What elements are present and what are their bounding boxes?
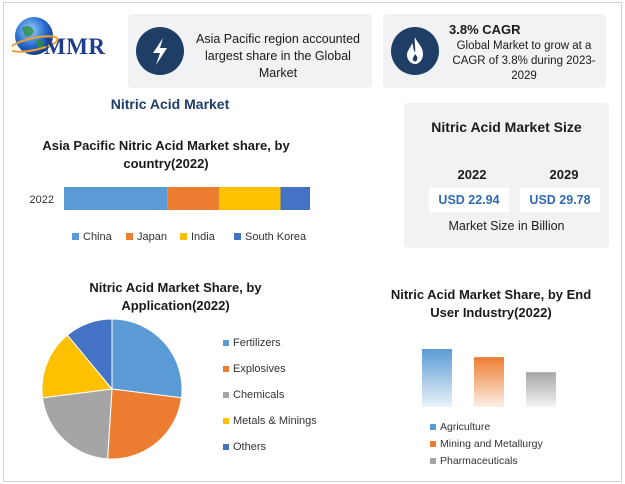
page-title: Nitric Acid Market: [110, 96, 230, 112]
market-size-title: Nitric Acid Market Size: [431, 119, 582, 135]
country-share-chart: 2022 China Japan India South Korea: [30, 187, 310, 243]
legend-swatch-india: [180, 233, 187, 240]
industry-legend-label-pharmaceuticals: Pharmaceuticals: [440, 455, 518, 467]
cagr-title: 3.8% CAGR: [449, 22, 521, 37]
pie-legend-swatch-fertilizers: [223, 340, 229, 346]
bar-segment-south-korea: [280, 187, 310, 210]
pie-slice-others: [66, 318, 113, 391]
bar-agriculture: [422, 349, 452, 407]
pie-legend-label-chemicals: Chemicals: [233, 389, 285, 401]
flame-icon: [391, 27, 439, 75]
industry-share-chart: Agriculture Mining and Metallurgy Pharmace…: [422, 349, 556, 467]
legend-swatch-south-korea: [234, 233, 241, 240]
application-share-chart: Fertilizers Explosives Chemicals Metals & M…: [41, 318, 317, 460]
industry-legend-label-mining-and-metallurgy: Mining and Metallurgy: [440, 438, 543, 450]
legend-label-india: India: [191, 231, 216, 243]
pie-slice-metals-and-minings: [41, 334, 113, 399]
year-label-2022: 2022: [457, 167, 487, 182]
legend-label-japan: Japan: [137, 231, 167, 243]
cagr-highlight-card: 3.8% CAGR Global Market to grow at a CAG…: [383, 14, 606, 88]
globe-icon: [9, 17, 59, 55]
country-chart-title: Asia Pacific Nitric Acid Market share, b…: [42, 138, 290, 171]
pie-legend-label-metals-and-minings: Metals & Minings: [233, 415, 317, 427]
pie-legend-swatch-explosives: [223, 366, 229, 372]
market-size-panel: Nitric Acid Market Size 2022 2029 USD 22…: [404, 103, 609, 248]
bar-mining-and-metallurgy: [474, 357, 504, 407]
pie-slice-fertilizers: [111, 318, 183, 399]
pie-slice-chemicals: [41, 388, 113, 460]
market-size-note: Market Size in Billion: [448, 219, 565, 233]
bar-pharmaceuticals: [526, 372, 556, 407]
pie-legend-swatch-metals-and-minings: [223, 418, 229, 424]
industry-legend-swatch-mining-and-metallurgy: [430, 441, 436, 447]
legend-swatch-china: [72, 233, 79, 240]
industry-legend-swatch-agriculture: [430, 424, 436, 430]
value-2022: USD 22.94: [429, 188, 509, 212]
pie-legend-swatch-chemicals: [223, 392, 229, 398]
category-label: 2022: [30, 194, 54, 206]
legend-label-south-korea: South Korea: [245, 231, 307, 243]
value-2029: USD 29.78: [520, 188, 600, 212]
year-label-2029: 2029: [549, 167, 579, 182]
industry-legend-swatch-pharmaceuticals: [430, 458, 436, 464]
lightning-icon: [136, 27, 184, 75]
region-highlight-card: Asia Pacific region accounted largest sh…: [128, 14, 372, 88]
bar-segment-india: [218, 187, 281, 210]
mmr-logo: MMR: [9, 14, 122, 64]
pie-legend-label-others: Others: [233, 441, 267, 453]
pie-legend-label-explosives: Explosives: [233, 363, 286, 375]
region-highlight-text: Asia Pacific region accounted largest sh…: [196, 32, 360, 80]
pie-legend-label-fertilizers: Fertilizers: [233, 337, 281, 349]
bar-segment-china: [64, 187, 168, 210]
legend-swatch-japan: [126, 233, 133, 240]
application-chart-title: Nitric Acid Market Share, by Application…: [89, 280, 262, 313]
logo-text: MMR: [44, 34, 106, 59]
bar-segment-japan: [167, 187, 219, 210]
industry-legend-label-agriculture: Agriculture: [440, 421, 490, 433]
legend-label-china: China: [83, 231, 113, 243]
industry-chart-title: Nitric Acid Market Share, by End User In…: [390, 287, 592, 320]
pie-legend-swatch-others: [223, 444, 229, 450]
pie-slice-explosives: [107, 388, 183, 460]
cagr-text: Global Market to grow at a CAGR of 3.8% …: [452, 40, 596, 82]
